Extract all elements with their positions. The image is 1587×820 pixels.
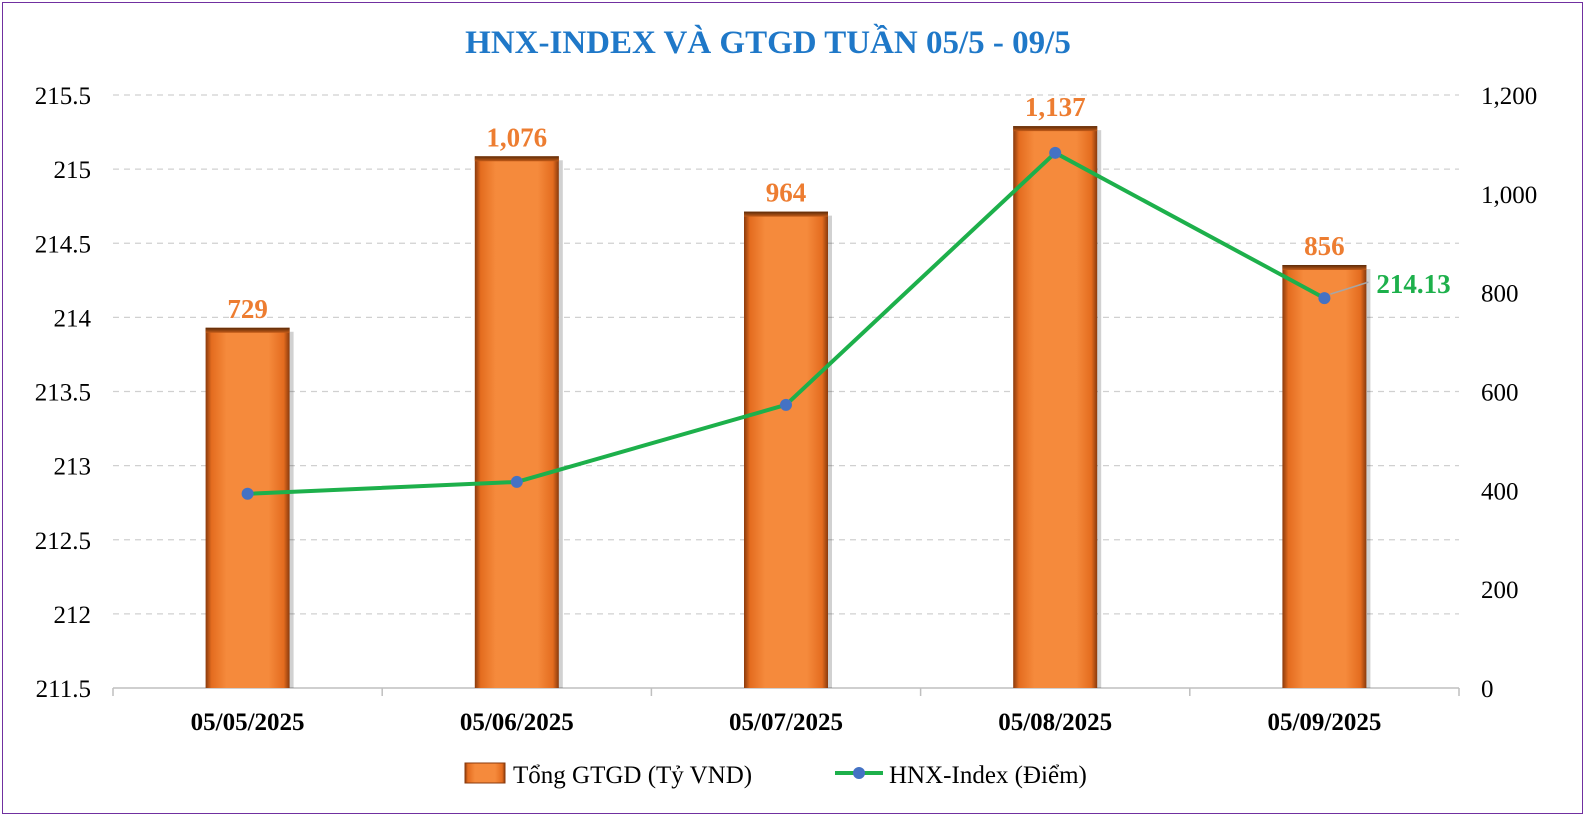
x-tick-label: 05/09/2025 [1267, 709, 1381, 736]
index-point [1049, 146, 1062, 159]
bar-value-label: 1,137 [1025, 92, 1086, 122]
bar-group: 856 [1282, 231, 1371, 688]
right-tick-label: 800 [1481, 281, 1519, 308]
index-point [510, 475, 523, 488]
bar-value-label: 964 [766, 178, 807, 208]
line-layer: 214.13 [241, 146, 1451, 500]
left-tick-label: 213.5 [35, 380, 91, 407]
left-tick-label: 211.5 [36, 676, 91, 703]
legend-bar-swatch [464, 762, 506, 784]
left-tick-label: 214.5 [35, 231, 91, 258]
bar-top-edge [205, 327, 290, 333]
x-tick-label: 05/07/2025 [729, 709, 843, 736]
legend: Tổng GTGD (Tỷ VND) HNX-Index (Điểm) [464, 762, 1087, 789]
left-axis-ticks: 211.5 212 212.5 213 213.5 214 214.5 215 215.5 [35, 83, 92, 703]
bar-top-edge [1013, 126, 1098, 132]
index-point [1318, 292, 1331, 305]
legend-item-bar: Tổng GTGD (Tỷ VND) [464, 762, 752, 789]
bar-top-edge [1282, 264, 1367, 270]
x-tick-label: 05/05/2025 [191, 709, 305, 736]
right-tick-label: 0 [1481, 676, 1494, 703]
bar-value-label: 729 [227, 294, 268, 324]
bar [1282, 264, 1367, 688]
right-axis-ticks: 0 200 400 600 800 1,000 1,200 [1481, 83, 1537, 703]
right-tick-label: 400 [1481, 478, 1519, 505]
right-tick-label: 200 [1481, 577, 1519, 604]
legend-line-marker [853, 767, 865, 779]
left-tick-label: 214 [54, 305, 92, 332]
bar [474, 156, 559, 688]
bar [1013, 126, 1098, 688]
left-tick-label: 212.5 [35, 528, 91, 555]
last-label-leader [1330, 281, 1369, 295]
x-tick-label: 05/08/2025 [998, 709, 1112, 736]
chart-title: HNX-INDEX VÀ GTGD TUẦN 05/5 - 09/5 [465, 22, 1071, 61]
left-tick-label: 215 [54, 157, 92, 184]
left-tick-label: 215.5 [35, 83, 91, 110]
bar-group: 964 [744, 178, 832, 688]
bar-value-label: 1,076 [486, 122, 547, 152]
right-tick-label: 1,200 [1481, 83, 1537, 110]
x-tick-label: 05/06/2025 [460, 709, 574, 736]
bar-group: 729 [205, 294, 294, 688]
legend-item-line: HNX-Index (Điểm) [835, 762, 1087, 789]
left-tick-label: 213 [54, 454, 92, 481]
bar [205, 327, 290, 688]
chart-svg: HNX-INDEX VÀ GTGD TUẦN 05/5 - 09/5 211.5… [35, 22, 1538, 789]
bar-top-edge [474, 156, 559, 162]
x-axis-ticks: 05/05/2025 05/06/2025 05/07/2025 05/08/2025… [191, 709, 1382, 736]
legend-bar-label: Tổng GTGD (Tỷ VND) [513, 762, 752, 789]
bar [744, 211, 828, 688]
right-tick-label: 1,000 [1481, 182, 1537, 209]
left-tick-label: 212 [54, 602, 92, 629]
bar-group: 1,137 [1013, 92, 1102, 688]
bar-value-label: 856 [1304, 231, 1345, 261]
legend-line-label: HNX-Index (Điểm) [889, 762, 1087, 789]
bars-layer: 729 1,076 964 1,137 856 [205, 92, 1371, 688]
bar-top-edge [744, 211, 828, 217]
index-point [241, 487, 254, 500]
index-point [780, 398, 792, 411]
last-index-label: 214.13 [1376, 269, 1450, 299]
bar-group: 1,076 [474, 122, 563, 688]
right-tick-label: 600 [1481, 380, 1519, 407]
